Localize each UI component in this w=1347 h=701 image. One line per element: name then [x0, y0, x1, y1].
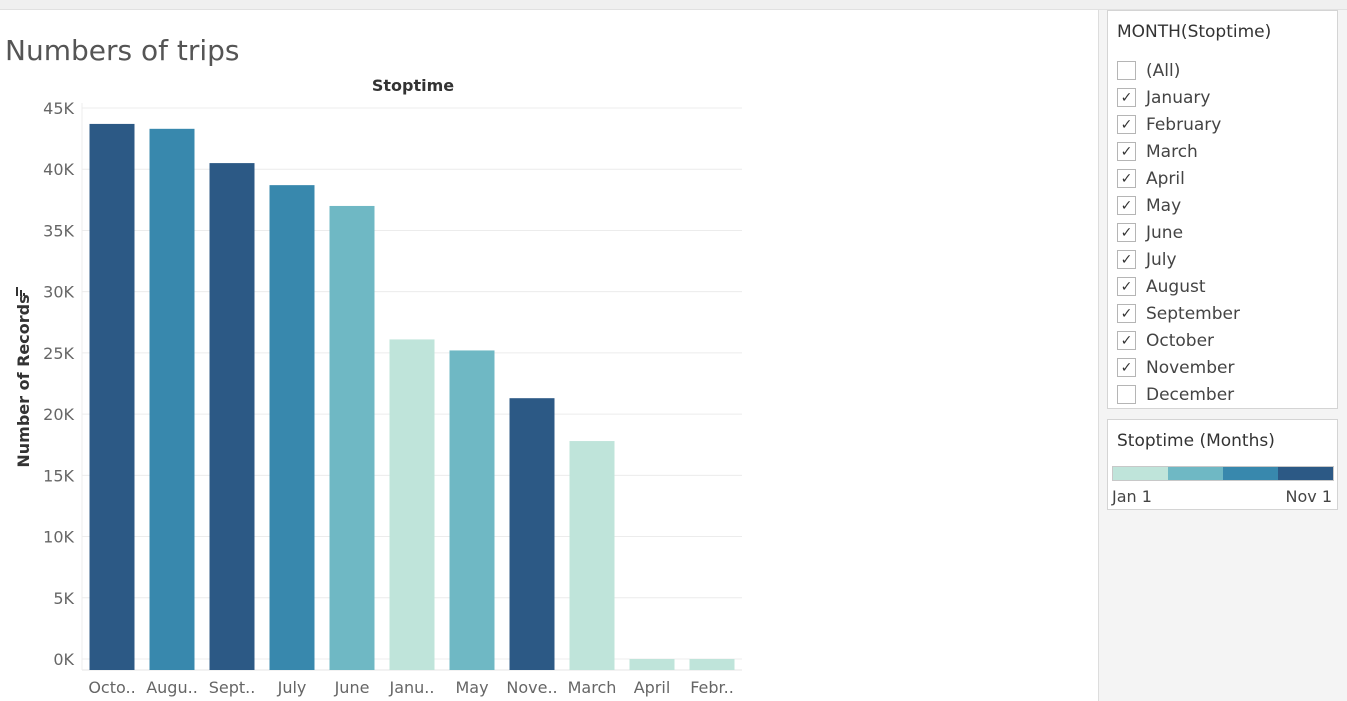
checkbox-checked[interactable]	[1117, 277, 1136, 296]
bar[interactable]	[89, 123, 135, 670]
bar-chart: Stoptime 0K 5K 10K 15K 20K 25K 30K 35K 40K 45K Octo…	[14, 76, 742, 697]
legend-min-label: Jan 1	[1112, 487, 1152, 506]
filter-item[interactable]: May	[1117, 192, 1240, 219]
filter-item[interactable]: August	[1117, 273, 1240, 300]
x-tick-label: March	[568, 678, 617, 697]
y-tick-label: 20K	[43, 405, 74, 424]
color-legend-card: Stoptime (Months) Jan 1 Nov 1	[1107, 419, 1338, 510]
filter-item-label: September	[1146, 303, 1240, 324]
chart-title: Stoptime	[372, 76, 454, 95]
ramp-segment	[1278, 467, 1333, 480]
top-toolbar-strip	[0, 0, 1347, 10]
bar[interactable]	[149, 128, 195, 670]
checkbox-unchecked[interactable]	[1117, 61, 1136, 80]
legend-title: Stoptime (Months)	[1117, 431, 1275, 451]
y-tick-label: 35K	[43, 221, 74, 240]
x-tick-label: Febr..	[690, 678, 734, 697]
filter-item[interactable]: July	[1117, 246, 1240, 273]
filter-item[interactable]: February	[1117, 111, 1240, 138]
filter-item[interactable]: September	[1117, 300, 1240, 327]
checkbox-checked[interactable]	[1117, 223, 1136, 242]
checkbox-checked[interactable]	[1117, 331, 1136, 350]
filter-item-label: January	[1146, 87, 1211, 108]
ramp-segment	[1113, 467, 1168, 480]
checkbox-checked[interactable]	[1117, 142, 1136, 161]
month-filter-card: MONTH(Stoptime) (All) January February Marc…	[1107, 10, 1338, 409]
y-tick-label: 40K	[43, 160, 74, 179]
checkbox-checked[interactable]	[1117, 304, 1136, 323]
filter-item[interactable]: June	[1117, 219, 1240, 246]
x-tick-label: April	[634, 678, 671, 697]
checkbox-checked[interactable]	[1117, 88, 1136, 107]
bar[interactable]	[329, 205, 375, 670]
right-panel: MONTH(Stoptime) (All) January February Marc…	[1098, 10, 1347, 701]
filter-item[interactable]: March	[1117, 138, 1240, 165]
legend-max-label: Nov 1	[1285, 487, 1333, 506]
filter-item[interactable]: April	[1117, 165, 1240, 192]
filter-item[interactable]: January	[1117, 84, 1240, 111]
x-tick-label: May	[455, 678, 488, 697]
filter-title: MONTH(Stoptime)	[1117, 22, 1272, 42]
ramp-segment	[1223, 467, 1278, 480]
bar[interactable]	[389, 339, 435, 670]
filter-item[interactable]: October	[1117, 327, 1240, 354]
filter-item[interactable]: November	[1117, 354, 1240, 381]
bar[interactable]	[269, 185, 315, 670]
y-tick-label: 30K	[43, 283, 74, 302]
filter-item-label: March	[1146, 141, 1198, 162]
filter-item-label: (All)	[1146, 60, 1181, 81]
filter-item-label: February	[1146, 114, 1222, 135]
filter-item[interactable]: December	[1117, 381, 1240, 408]
x-tick-label: Augu..	[146, 678, 198, 697]
y-axis-title: Number of Records	[14, 294, 33, 467]
filter-list: (All) January February March April May June Jul…	[1117, 57, 1240, 408]
y-tick-label: 5K	[53, 589, 74, 608]
filter-item-label: July	[1146, 249, 1177, 270]
y-tick-label: 25K	[43, 344, 74, 363]
bar[interactable]	[569, 441, 615, 670]
worksheet: Numbers of trips Stoptime 0K 5K 10K 15K 20K 25…	[0, 10, 1097, 701]
color-ramp	[1112, 466, 1334, 481]
filter-item-label: October	[1146, 330, 1215, 351]
bar[interactable]	[449, 350, 495, 670]
filter-item-label: June	[1146, 222, 1184, 243]
y-tick-label: 0K	[53, 650, 74, 669]
sort-icon[interactable]	[16, 287, 25, 296]
filter-item-label: May	[1146, 195, 1182, 216]
checkbox-checked[interactable]	[1117, 196, 1136, 215]
x-tick-label: July	[277, 678, 307, 697]
filter-item-label: April	[1146, 168, 1185, 189]
filter-item-label: August	[1146, 276, 1206, 297]
bar[interactable]	[629, 659, 675, 670]
checkbox-checked[interactable]	[1117, 250, 1136, 269]
bar[interactable]	[509, 398, 555, 670]
x-tick-label: Sept..	[209, 678, 256, 697]
ramp-segment	[1168, 467, 1223, 480]
x-tick-label: June	[334, 678, 370, 697]
bar[interactable]	[209, 163, 255, 670]
checkbox-unchecked[interactable]	[1117, 385, 1136, 404]
sheet-title: Numbers of trips	[5, 34, 240, 67]
bar[interactable]	[689, 659, 735, 670]
filter-item-label: December	[1146, 384, 1235, 405]
checkbox-checked[interactable]	[1117, 169, 1136, 188]
filter-item[interactable]: (All)	[1117, 57, 1240, 84]
y-tick-label: 45K	[43, 99, 74, 118]
checkbox-checked[interactable]	[1117, 358, 1136, 377]
filter-item-label: November	[1146, 357, 1235, 378]
x-tick-label: Octo..	[88, 678, 135, 697]
y-tick-label: 15K	[43, 466, 74, 485]
y-tick-label: 10K	[43, 528, 74, 547]
x-tick-label: Janu..	[389, 678, 435, 697]
x-tick-label: Nove..	[506, 678, 557, 697]
checkbox-checked[interactable]	[1117, 115, 1136, 134]
